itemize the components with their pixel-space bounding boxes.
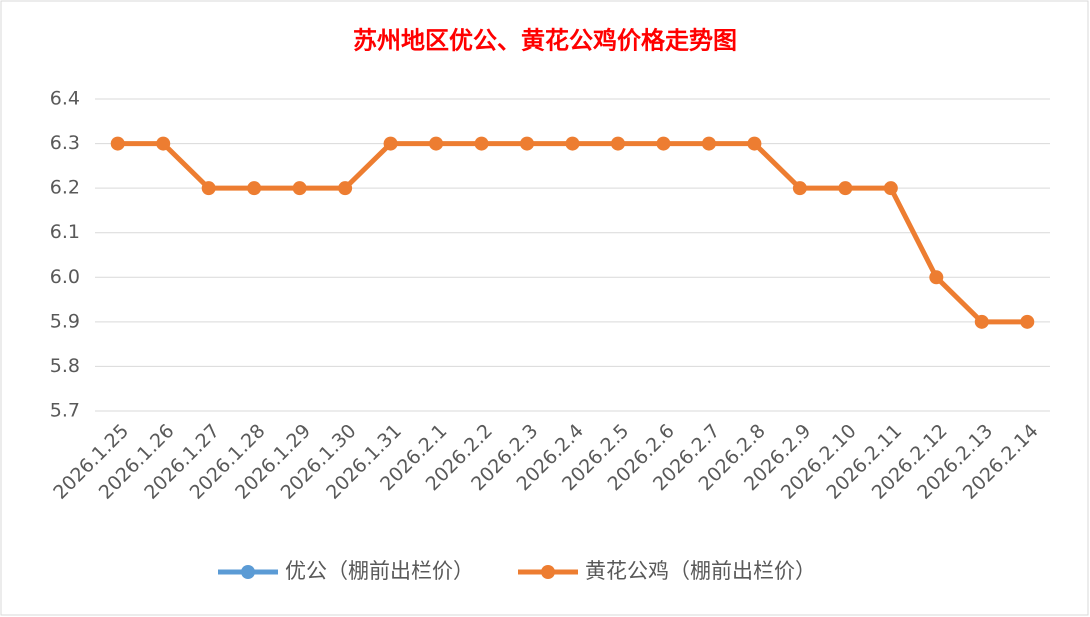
legend-label: 优公（棚前出栏价） xyxy=(285,559,474,583)
data-point xyxy=(110,136,125,151)
data-point xyxy=(610,136,625,151)
data-point xyxy=(747,136,762,151)
y-tick-label: 6.3 xyxy=(50,132,80,154)
data-point xyxy=(1020,314,1035,329)
data-point xyxy=(429,136,444,151)
data-point xyxy=(383,136,398,151)
data-point xyxy=(338,181,353,196)
data-point xyxy=(792,181,807,196)
data-point xyxy=(156,136,171,151)
legend-marker xyxy=(541,565,555,579)
y-tick-label: 6.4 xyxy=(50,88,80,110)
y-tick-label: 6.1 xyxy=(50,221,80,243)
data-point xyxy=(974,314,989,329)
data-point xyxy=(292,181,307,196)
data-point xyxy=(929,270,944,285)
data-point xyxy=(656,136,671,151)
data-point xyxy=(701,136,716,151)
y-tick-label: 5.9 xyxy=(50,310,80,332)
data-point xyxy=(201,181,216,196)
data-point xyxy=(247,181,262,196)
chart-title: 苏州地区优公、黄花公鸡价格走势图 xyxy=(353,26,737,55)
legend-marker xyxy=(241,565,255,579)
y-tick-label: 5.8 xyxy=(50,355,80,377)
data-point xyxy=(565,136,580,151)
y-tick-label: 5.7 xyxy=(50,400,80,422)
data-point xyxy=(883,181,898,196)
y-tick-label: 6.2 xyxy=(50,177,80,199)
y-tick-label: 6.0 xyxy=(50,266,80,288)
data-point xyxy=(474,136,489,151)
data-point xyxy=(520,136,535,151)
legend-label: 黄花公鸡（棚前出栏价） xyxy=(585,559,816,583)
data-point xyxy=(838,181,853,196)
